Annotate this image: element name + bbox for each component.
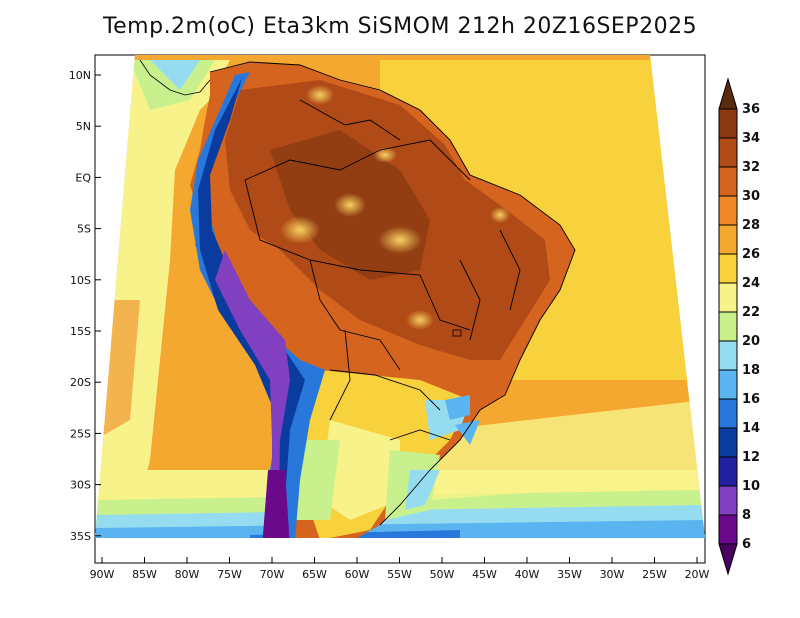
colorbar-swatch xyxy=(718,282,738,313)
colorbar-label: 6 xyxy=(742,537,751,552)
colorbar-swatch xyxy=(718,398,738,429)
lat-tick-label: 35S xyxy=(70,530,91,543)
colorbar-label: 10 xyxy=(742,479,760,494)
country-borders xyxy=(209,61,576,526)
colorbar-label: 8 xyxy=(742,508,751,523)
colorbar-swatch xyxy=(718,311,738,342)
colorbar-swatch xyxy=(718,340,738,371)
andes-cold-band xyxy=(190,72,325,538)
colorbar-label: 14 xyxy=(742,421,760,436)
lon-tick-label: 35W xyxy=(557,568,582,581)
colorbar-swatch xyxy=(718,427,738,458)
lat-tick-label: 25S xyxy=(70,427,91,440)
colorbar-label: 26 xyxy=(742,247,760,262)
lat-tick-label: EQ xyxy=(75,171,91,184)
colorbar-label: 20 xyxy=(742,334,760,349)
colorbar-swatch xyxy=(718,137,738,168)
temperature-field xyxy=(95,55,705,538)
colorbar-label: 24 xyxy=(742,276,760,291)
latitude-axis: 10N 5N EQ 5S 10S 15S 20S 25S 30S 35S xyxy=(69,69,101,543)
lat-tick-label: 30S xyxy=(70,479,91,492)
lat-tick-label: 5S xyxy=(77,223,91,236)
colorbar-swatch xyxy=(718,485,738,516)
longitude-axis: 90W 85W 80W 75W 70W 65W 60W 55W 50W 45W 40W 35W 30W 2… xyxy=(90,557,710,581)
lon-tick-label: 70W xyxy=(260,568,285,581)
lon-tick-label: 25W xyxy=(642,568,667,581)
colorbar-label: 30 xyxy=(742,189,760,204)
lat-tick-label: 10S xyxy=(70,274,91,287)
colorbar-max-arrow xyxy=(718,77,738,110)
lon-tick-label: 45W xyxy=(472,568,497,581)
colorbar-label: 28 xyxy=(742,218,760,233)
colorbar: 36 34 32 30 28 26 24 22 20 18 16 14 12 10 8 6 xyxy=(718,77,760,576)
lon-tick-label: 30W xyxy=(600,568,625,581)
colorbar-swatch xyxy=(718,166,738,197)
colorbar-label: 12 xyxy=(742,450,760,465)
lon-tick-label: 60W xyxy=(345,568,370,581)
lon-tick-label: 90W xyxy=(90,568,115,581)
lat-tick-label: 10N xyxy=(69,69,91,82)
lon-tick-label: 65W xyxy=(302,568,327,581)
lake-outline xyxy=(452,329,462,337)
lat-tick-label: 20S xyxy=(70,376,91,389)
colorbar-label: 22 xyxy=(742,305,760,320)
colorbar-label: 16 xyxy=(742,392,760,407)
map-title: Temp.2m(oC) Eta3km SiSMOM 212h 20Z16SEP2… xyxy=(102,14,698,39)
colorbar-swatch xyxy=(718,253,738,284)
lon-tick-label: 75W xyxy=(217,568,242,581)
lon-tick-label: 55W xyxy=(387,568,412,581)
lat-tick-label: 15S xyxy=(70,325,91,338)
colorbar-swatch xyxy=(718,108,738,139)
lon-tick-label: 50W xyxy=(430,568,455,581)
colorbar-label: 36 xyxy=(742,102,760,117)
colorbar-swatch xyxy=(718,514,738,545)
colorbar-min-arrow xyxy=(718,543,738,576)
colorbar-swatch xyxy=(718,369,738,400)
colorbar-swatch xyxy=(718,224,738,255)
lon-tick-label: 85W xyxy=(132,568,157,581)
colorbar-label: 32 xyxy=(742,160,760,175)
colorbar-label: 34 xyxy=(742,131,760,146)
lon-tick-label: 40W xyxy=(515,568,540,581)
colorbar-label: 18 xyxy=(742,363,760,378)
colorbar-swatch xyxy=(718,456,738,487)
central-america-coast xyxy=(139,59,211,96)
lon-tick-label: 20W xyxy=(685,568,710,581)
colorbar-swatch xyxy=(718,195,738,226)
lon-tick-label: 80W xyxy=(175,568,200,581)
lat-tick-label: 5N xyxy=(76,120,91,133)
